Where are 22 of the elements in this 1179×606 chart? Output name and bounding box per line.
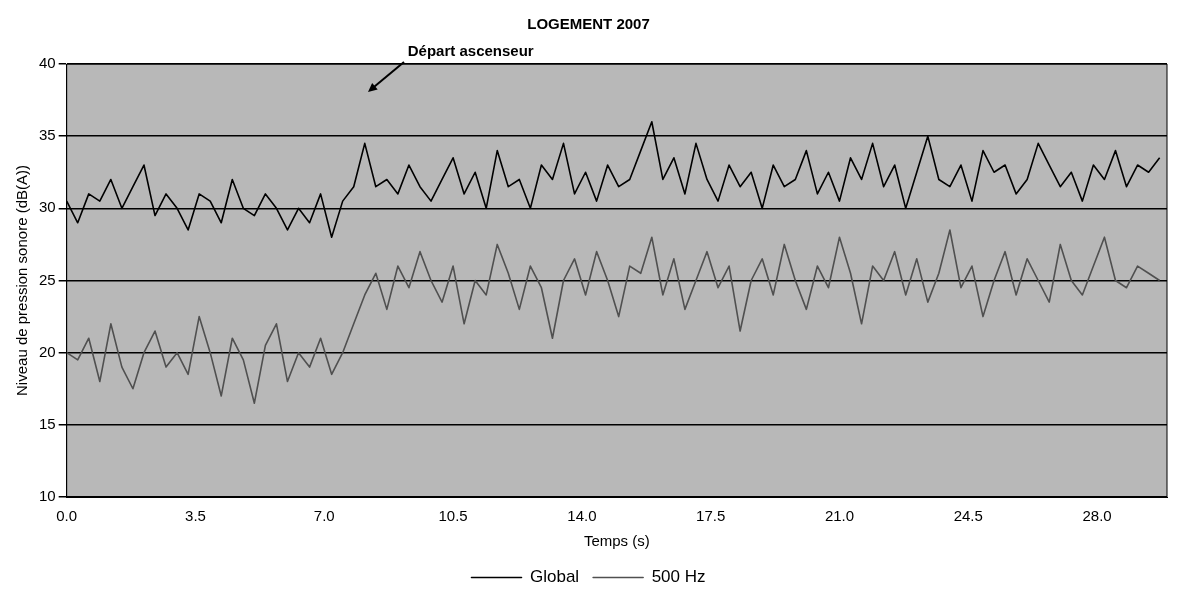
x-tick-label: 0.0 [56, 507, 78, 525]
y-tick-label: 40 [39, 54, 56, 72]
x-tick-label: 3.5 [185, 507, 206, 525]
y-tick-label: 15 [39, 414, 56, 432]
legend-label: Global [530, 567, 580, 587]
x-tick-label: 17.5 [696, 507, 726, 525]
chart-title: LOGEMENT 2007 [527, 15, 650, 33]
y-tick-label: 30 [39, 198, 56, 216]
x-tick-label: 24.5 [953, 507, 983, 525]
x-tick-label: 28.0 [1082, 507, 1112, 525]
y-axis-title: Niveau de pression sonore (dB(A)) [13, 165, 31, 396]
y-tick-label: 35 [39, 126, 56, 144]
x-tick-label: 14.0 [567, 507, 597, 525]
y-tick-label: 10 [39, 487, 56, 505]
x-axis-title: Temps (s) [583, 532, 650, 550]
y-tick-label: 20 [39, 342, 56, 360]
x-tick-label: 10.5 [438, 507, 468, 525]
legend-label: 500 Hz [651, 567, 706, 587]
y-tick-label: 25 [39, 270, 56, 288]
x-tick-label: 7.0 [313, 507, 335, 525]
x-tick-label: 21.0 [824, 507, 855, 525]
text: Départ ascenseur [407, 41, 534, 59]
